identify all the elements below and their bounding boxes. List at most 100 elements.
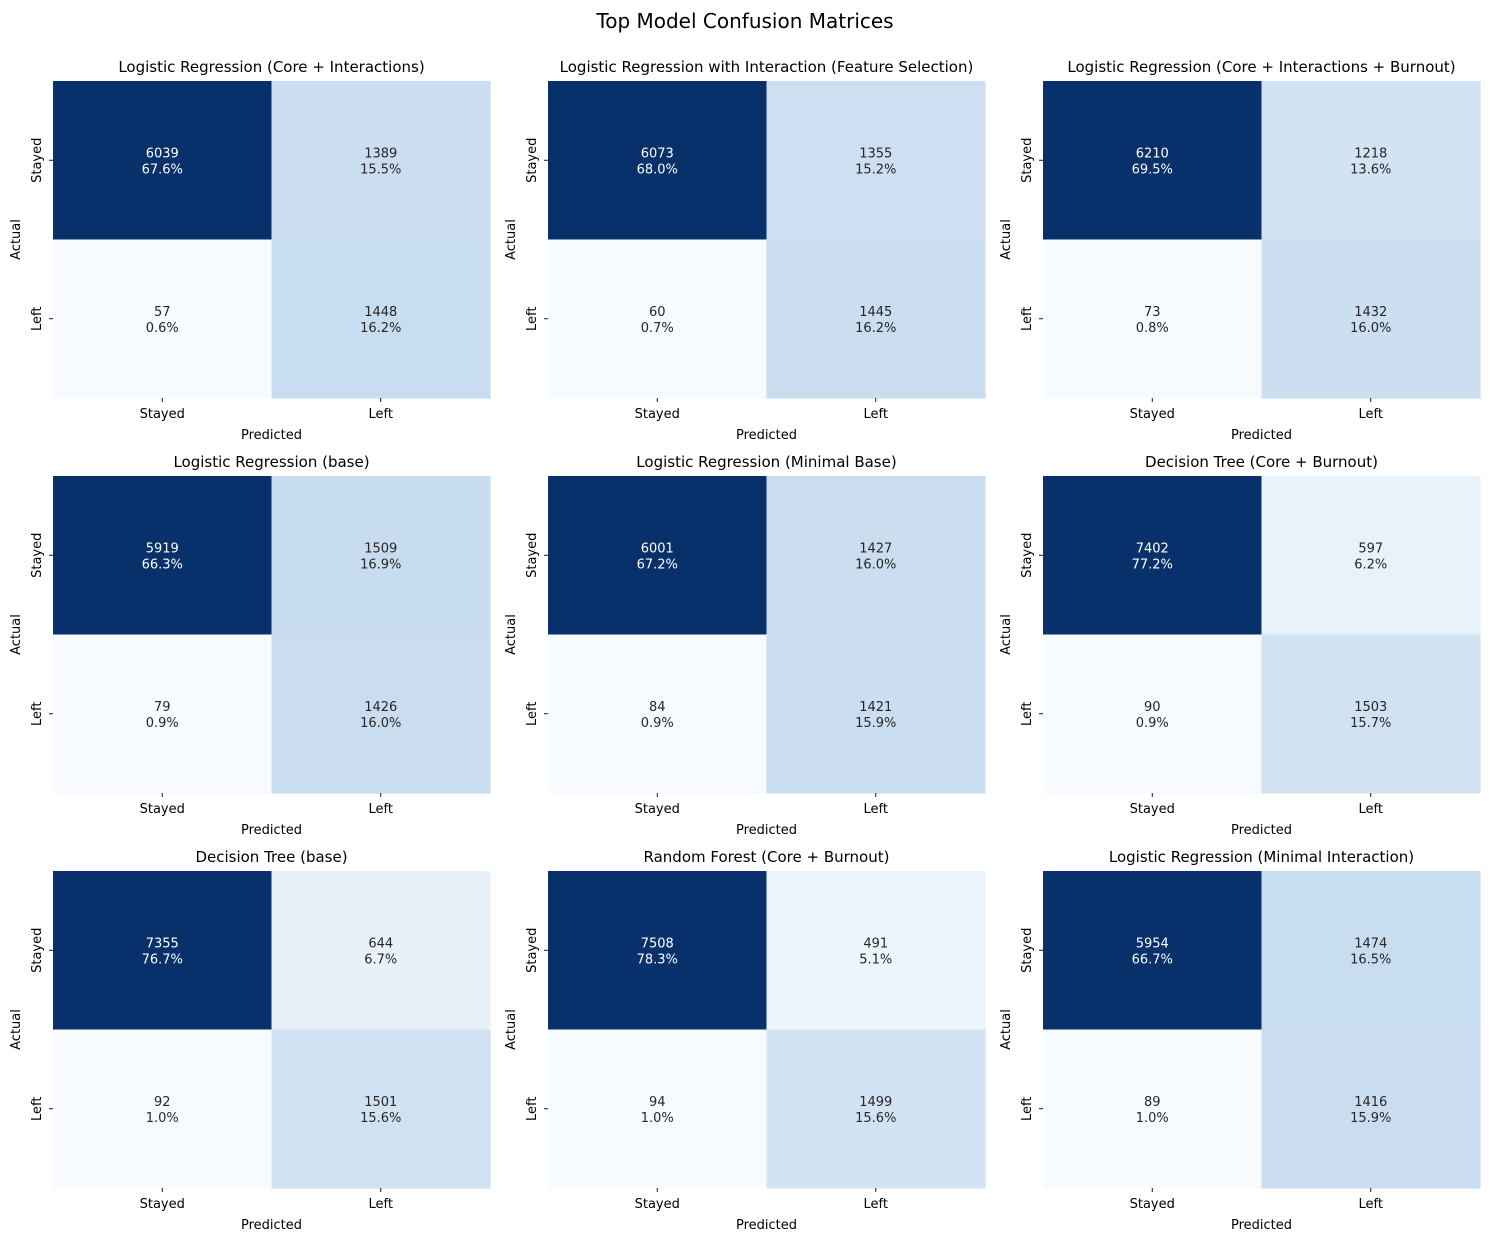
cell-count-label: 6039 <box>146 146 179 161</box>
y-axis-label: Actual <box>999 614 1014 655</box>
x-tick-label: Stayed <box>635 802 680 817</box>
cell-count-label: 6210 <box>1136 146 1169 161</box>
y-tick-label: Left <box>30 702 45 726</box>
x-tick-label: Left <box>864 1197 888 1212</box>
cell-count-label: 5954 <box>1136 936 1169 951</box>
x-tick-label: Left <box>1359 407 1383 422</box>
heatmap-cell <box>1261 1029 1481 1189</box>
heatmap-cell <box>53 81 273 241</box>
x-tick-label: Stayed <box>1130 407 1175 422</box>
cell-count-label: 57 <box>154 305 171 320</box>
y-tick-label: Stayed <box>30 533 45 578</box>
cell-count-label: 1432 <box>1354 305 1387 320</box>
cell-percent-label: 13.6% <box>1350 162 1391 177</box>
cell-percent-label: 15.9% <box>1350 1111 1391 1126</box>
panel-title: Logistic Regression (Minimal Base) <box>636 453 896 471</box>
figure-title: Top Model Confusion Matrices <box>595 9 893 33</box>
x-axis-label: Predicted <box>1231 428 1292 443</box>
panel-title: Random Forest (Core + Burnout) <box>644 848 890 866</box>
cell-percent-label: 78.3% <box>637 952 678 967</box>
y-tick-label: Left <box>525 1097 540 1121</box>
cell-count-label: 1445 <box>859 305 892 320</box>
y-axis-label: Actual <box>504 219 519 260</box>
cell-percent-label: 0.9% <box>1136 716 1169 731</box>
heatmap-cell <box>766 1029 986 1189</box>
cell-count-label: 1503 <box>1354 700 1387 715</box>
heatmap-cell <box>1261 81 1481 241</box>
x-tick-label: Left <box>1359 1197 1383 1212</box>
heatmap-cell <box>271 634 491 794</box>
cell-count-label: 5919 <box>146 541 179 556</box>
cell-percent-label: 77.2% <box>1132 557 1173 572</box>
cell-percent-label: 16.9% <box>360 557 401 572</box>
cell-count-label: 6073 <box>641 146 674 161</box>
cell-count-label: 60 <box>649 305 666 320</box>
panel-title: Logistic Regression (Core + Interactions… <box>1067 58 1455 76</box>
x-tick-label: Stayed <box>1130 1197 1175 1212</box>
heatmap-cell <box>271 81 491 241</box>
y-tick-label: Left <box>525 702 540 726</box>
panel-title: Decision Tree (Core + Burnout) <box>1145 453 1378 471</box>
cell-count-label: 7355 <box>146 936 179 951</box>
y-tick-label: Stayed <box>30 928 45 973</box>
cell-percent-label: 15.5% <box>360 162 401 177</box>
cell-percent-label: 1.0% <box>1136 1111 1169 1126</box>
cell-count-label: 1218 <box>1354 146 1387 161</box>
cell-count-label: 1426 <box>364 700 397 715</box>
x-tick-label: Left <box>864 802 888 817</box>
cell-count-label: 7508 <box>641 936 674 951</box>
heatmap-cell <box>1261 871 1481 1031</box>
cell-count-label: 1499 <box>859 1095 892 1110</box>
heatmap-cell <box>271 1029 491 1189</box>
y-tick-label: Stayed <box>525 533 540 578</box>
x-tick-label: Stayed <box>635 1197 680 1212</box>
x-tick-label: Left <box>369 1197 393 1212</box>
cell-percent-label: 69.5% <box>1132 162 1173 177</box>
cell-percent-label: 16.2% <box>855 321 896 336</box>
x-axis-label: Predicted <box>1231 1218 1292 1233</box>
panel-title: Logistic Regression (Core + Interactions… <box>118 58 424 76</box>
cell-count-label: 491 <box>863 936 888 951</box>
y-tick-label: Left <box>1020 307 1035 331</box>
cell-percent-label: 66.7% <box>1132 952 1173 967</box>
heatmap-cell <box>53 634 273 794</box>
cell-count-label: 79 <box>154 700 171 715</box>
panel-title: Decision Tree (base) <box>195 848 347 866</box>
cell-percent-label: 0.7% <box>641 321 674 336</box>
cell-percent-label: 1.0% <box>641 1111 674 1126</box>
x-tick-label: Stayed <box>1130 802 1175 817</box>
cell-percent-label: 15.7% <box>1350 716 1391 731</box>
cell-percent-label: 5.1% <box>859 952 892 967</box>
y-axis-label: Actual <box>9 1009 24 1050</box>
cell-count-label: 1474 <box>1354 936 1387 951</box>
cell-percent-label: 6.2% <box>1354 557 1387 572</box>
y-tick-label: Stayed <box>525 928 540 973</box>
heatmap-cell <box>1043 239 1263 399</box>
cell-percent-label: 16.5% <box>1350 952 1391 967</box>
cell-count-label: 1509 <box>364 541 397 556</box>
y-axis-label: Actual <box>504 614 519 655</box>
heatmap-cell <box>1261 634 1481 794</box>
cell-percent-label: 1.0% <box>146 1111 179 1126</box>
x-axis-label: Predicted <box>736 823 797 838</box>
x-axis-label: Predicted <box>241 428 302 443</box>
y-axis-label: Actual <box>9 219 24 260</box>
cell-percent-label: 15.9% <box>855 716 896 731</box>
heatmap-cell <box>1043 634 1263 794</box>
x-tick-label: Stayed <box>140 1197 185 1212</box>
y-tick-label: Left <box>1020 702 1035 726</box>
cell-percent-label: 0.9% <box>146 716 179 731</box>
cell-count-label: 89 <box>1144 1095 1161 1110</box>
cell-percent-label: 15.6% <box>855 1111 896 1126</box>
heatmap-cell <box>271 871 491 1031</box>
x-tick-label: Left <box>864 407 888 422</box>
